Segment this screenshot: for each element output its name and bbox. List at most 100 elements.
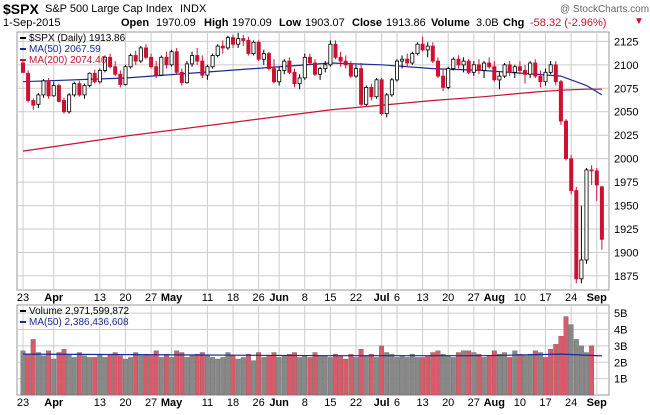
volume-bar <box>184 357 190 396</box>
volume-x-tick-label: 8 <box>302 397 308 409</box>
close-label: Close <box>352 17 382 29</box>
candle-body <box>241 38 246 41</box>
candle-body <box>553 64 558 83</box>
price-x-tick-label: May <box>161 292 183 304</box>
candle-body <box>487 62 492 68</box>
volume-bar <box>20 350 26 396</box>
candle-body <box>251 41 256 54</box>
volume-x-tick-label: 20 <box>119 397 131 409</box>
price-tick-label: 1900 <box>614 247 638 259</box>
price-tick-label: 1950 <box>614 201 638 213</box>
volume-tick-label: 1B <box>614 374 627 386</box>
volume-bar <box>97 353 103 396</box>
candle-body <box>87 72 92 86</box>
volume-bar <box>384 352 390 396</box>
candle-body <box>195 55 200 62</box>
volume-bar <box>302 355 308 396</box>
candle-body <box>184 63 189 84</box>
candle-body <box>364 87 369 105</box>
price-x-tick-label: 15 <box>324 292 336 304</box>
price-x-tick-label: 20 <box>442 292 454 304</box>
volume-bar <box>563 316 569 396</box>
down-arrow-icon: ▼ <box>634 16 644 27</box>
volume-x-tick-label: 11 <box>202 397 213 409</box>
volume-bar <box>112 352 118 396</box>
volume-bar <box>210 357 215 396</box>
volume-bar <box>568 324 574 396</box>
price-tick-label: 2100 <box>614 60 638 72</box>
price-legend-item: MA(200) 2074.46 <box>29 55 107 66</box>
candle-body <box>174 51 179 73</box>
volume-bar <box>573 339 579 396</box>
candle-body <box>292 71 297 85</box>
candle-body <box>482 62 487 71</box>
volume-bar <box>558 335 564 396</box>
candle-body <box>456 58 461 66</box>
chg-value: -58.32 (-2.96%) <box>530 17 607 29</box>
candle-body <box>256 41 261 60</box>
volume-x-tick-label: 15 <box>324 397 336 409</box>
candle-body <box>410 53 415 64</box>
volume-bar <box>348 353 354 396</box>
volume-bar <box>189 355 195 396</box>
candle-body <box>143 47 148 58</box>
candle-body <box>302 56 307 79</box>
volume-bar <box>363 355 369 396</box>
volume-bar <box>389 353 395 396</box>
candle-body <box>548 64 553 73</box>
candle-body <box>543 71 548 83</box>
candle-body <box>200 60 205 76</box>
volume-bar <box>292 352 297 396</box>
candle-body <box>97 70 102 83</box>
volume-bar <box>87 357 93 396</box>
candle-body <box>41 80 46 96</box>
index-name: S&P 500 Large Cap Index <box>45 3 173 15</box>
ma200-line <box>22 88 602 152</box>
volume-x-tick-label: 20 <box>442 397 454 409</box>
candle-body <box>466 60 471 73</box>
candle-body <box>266 53 271 69</box>
candle-body <box>128 55 133 68</box>
volume-bar <box>307 357 313 396</box>
volume-bar <box>261 357 267 396</box>
volume-bar <box>532 350 538 396</box>
candle-body <box>133 55 138 62</box>
volume-bar <box>25 353 31 396</box>
candle-body <box>574 190 579 280</box>
low-label: Low <box>279 17 301 29</box>
candle-body <box>379 79 384 115</box>
volume-bar <box>404 357 410 396</box>
exchange-label: INDX <box>180 3 207 15</box>
volume-x-tick-label: 23 <box>17 397 29 409</box>
price-tick-label: 2000 <box>614 154 638 166</box>
candle-body <box>190 55 195 65</box>
chart-header: $SPX S&P 500 Large Cap Index INDX @ Stoc… <box>0 0 650 30</box>
candle-body <box>333 43 338 58</box>
volume-x-tick-label: 6 <box>394 397 400 409</box>
volume-x-tick-label: 27 <box>145 397 157 409</box>
volume-bar <box>589 345 595 396</box>
volume-bar <box>481 357 487 396</box>
volume-bar <box>327 357 333 396</box>
volume-bar <box>148 355 154 396</box>
volume-x-tick-label: Jul <box>374 397 390 409</box>
candle-body <box>502 64 507 77</box>
volume-bar <box>225 352 231 396</box>
candle-body <box>103 56 108 71</box>
volume-bar <box>476 353 482 396</box>
price-x-tick-label: 6 <box>394 292 400 304</box>
volume-bar <box>537 352 543 396</box>
volume-bar <box>543 357 548 396</box>
volume-bar <box>486 355 492 396</box>
volume-bar <box>271 352 277 396</box>
price-x-tick-label: Jun <box>269 292 289 304</box>
candle-body <box>589 169 594 172</box>
volume-bar <box>153 350 159 396</box>
price-x-tick-label: 22 <box>350 292 362 304</box>
volume-x-tick-label: Aug <box>484 397 505 409</box>
price-x-tick-label: Aug <box>484 292 505 304</box>
candle-body <box>435 60 440 77</box>
price-tick-label: 1925 <box>614 224 638 236</box>
price-x-tick-label: 17 <box>539 292 551 304</box>
